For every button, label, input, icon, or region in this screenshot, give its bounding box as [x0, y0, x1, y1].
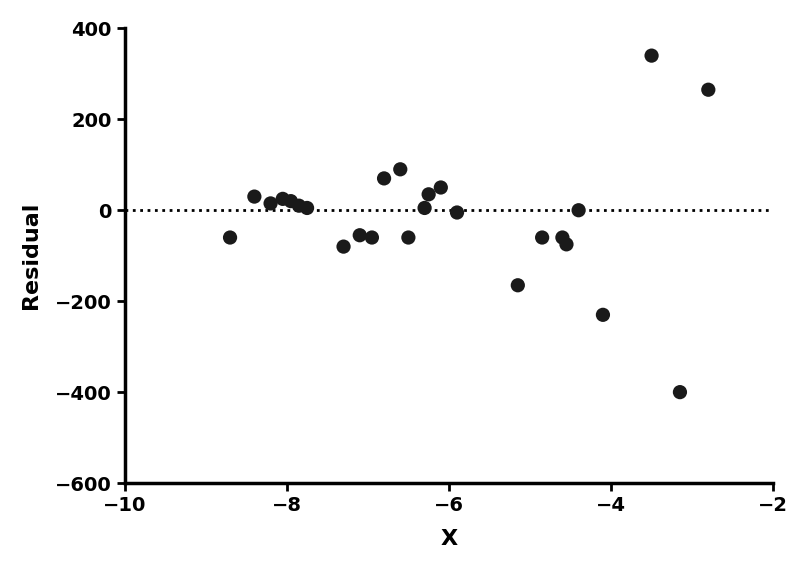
Point [223, 233, 236, 242]
Point [337, 242, 350, 251]
Point [264, 199, 277, 208]
Point [451, 208, 464, 217]
Point [276, 194, 289, 203]
Point [645, 51, 658, 60]
Point [702, 85, 715, 94]
Point [422, 190, 435, 199]
Point [293, 201, 306, 210]
Point [402, 233, 415, 242]
Point [301, 203, 314, 213]
Point [596, 310, 609, 319]
X-axis label: X: X [440, 529, 457, 549]
Point [673, 388, 686, 397]
Point [248, 192, 260, 201]
Point [560, 240, 573, 249]
Point [354, 231, 366, 240]
Point [572, 206, 585, 215]
Point [556, 233, 569, 242]
Point [418, 203, 431, 213]
Point [285, 197, 298, 206]
Point [511, 280, 524, 290]
Point [366, 233, 379, 242]
Point [394, 165, 407, 174]
Y-axis label: Residual: Residual [21, 202, 40, 310]
Point [434, 183, 447, 192]
Point [378, 174, 391, 183]
Point [536, 233, 549, 242]
